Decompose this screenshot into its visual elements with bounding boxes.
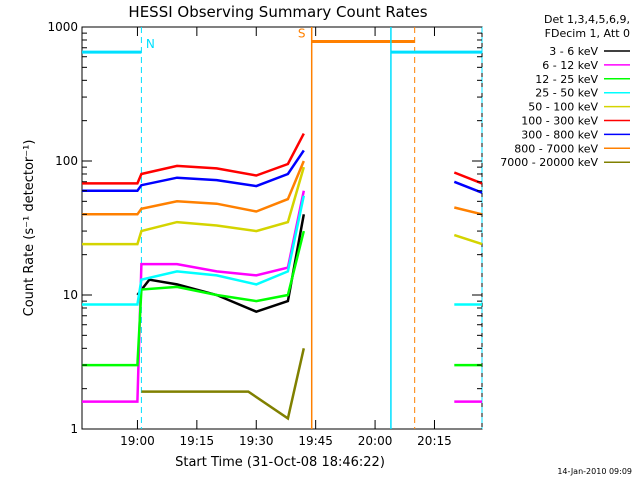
marker-label-s: S [298, 26, 306, 40]
legend-label-800-7000-kev: 800 - 7000 keV [514, 142, 598, 155]
legend-label-50-100-kev: 50 - 100 keV [528, 101, 598, 114]
legend-label-300-800-kev: 300 - 800 keV [521, 128, 598, 141]
series-line-50-100-kev-after-gap [453, 233, 483, 246]
series-lines [82, 133, 483, 421]
legend-label-25-50-kev: 25 - 50 keV [535, 87, 598, 100]
legend-label-12-25-kev: 12 - 25 keV [535, 73, 598, 86]
plot-frame [81, 26, 483, 430]
x-tick-label-1: 19:15 [180, 434, 215, 448]
legend-label-6-12-kev: 6 - 12 keV [542, 59, 598, 72]
legend-header-1: Det 1,3,4,5,6,9, [544, 13, 630, 26]
marker-label-n: N [146, 37, 155, 51]
series-line-6-12-kev [82, 190, 306, 403]
legend-label-3-6-kev: 3 - 6 keV [549, 45, 598, 58]
x-tick-label-4: 20:00 [358, 434, 393, 448]
series-line-25-50-kev [82, 195, 306, 306]
series-line-100-300-kev [82, 133, 305, 185]
y-tick-label-0: 1 [70, 422, 78, 436]
series-line-7000-20000-kev [141, 348, 306, 421]
chart-title: HESSI Observing Summary Count Rates [128, 3, 427, 21]
observing-markers: NS [82, 26, 483, 429]
x-tick-label-0: 19:00 [120, 434, 155, 448]
x-axis-label: Start Time (31-Oct-08 18:46:22) [175, 455, 385, 470]
legend-label-7000-20000-kev: 7000 - 20000 keV [500, 156, 598, 169]
x-tick-label-5: 20:15 [417, 434, 452, 448]
x-tick-label-2: 19:30 [239, 434, 274, 448]
plot-area: NS 19:00 19:15 19:30 19:45 20:00 20:151101001… [47, 20, 483, 448]
series-line-800-7000-kev [82, 160, 305, 216]
legend-label-100-300-kev: 100 - 300 keV [521, 115, 598, 128]
series-line-800-7000-kev-after-gap [454, 206, 483, 216]
series-line-300-800-kev [82, 149, 305, 192]
y-axis-label: Count Rate (s⁻¹ detector⁻¹) [22, 140, 37, 317]
axis-ticks: 19:00 19:15 19:30 19:45 20:00 20:15 1 10 100 1000 [47, 20, 482, 448]
series-line-50-100-kev [82, 166, 306, 246]
date-stamp: 14-Jan-2010 09:09 [557, 467, 632, 476]
y-tick-label-1: 10 [63, 288, 78, 302]
y-tick-label-3: 1000 [47, 20, 78, 34]
series-line-12-25-kev [82, 230, 306, 367]
legend: Det 1,3,4,5,6,9, FDecim 1, Att 0 3 - 6 k… [500, 13, 630, 169]
y-tick-label-2: 100 [55, 154, 78, 168]
legend-header-2: FDecim 1, Att 0 [545, 27, 630, 40]
x-tick-label-3: 19:45 [298, 434, 333, 448]
